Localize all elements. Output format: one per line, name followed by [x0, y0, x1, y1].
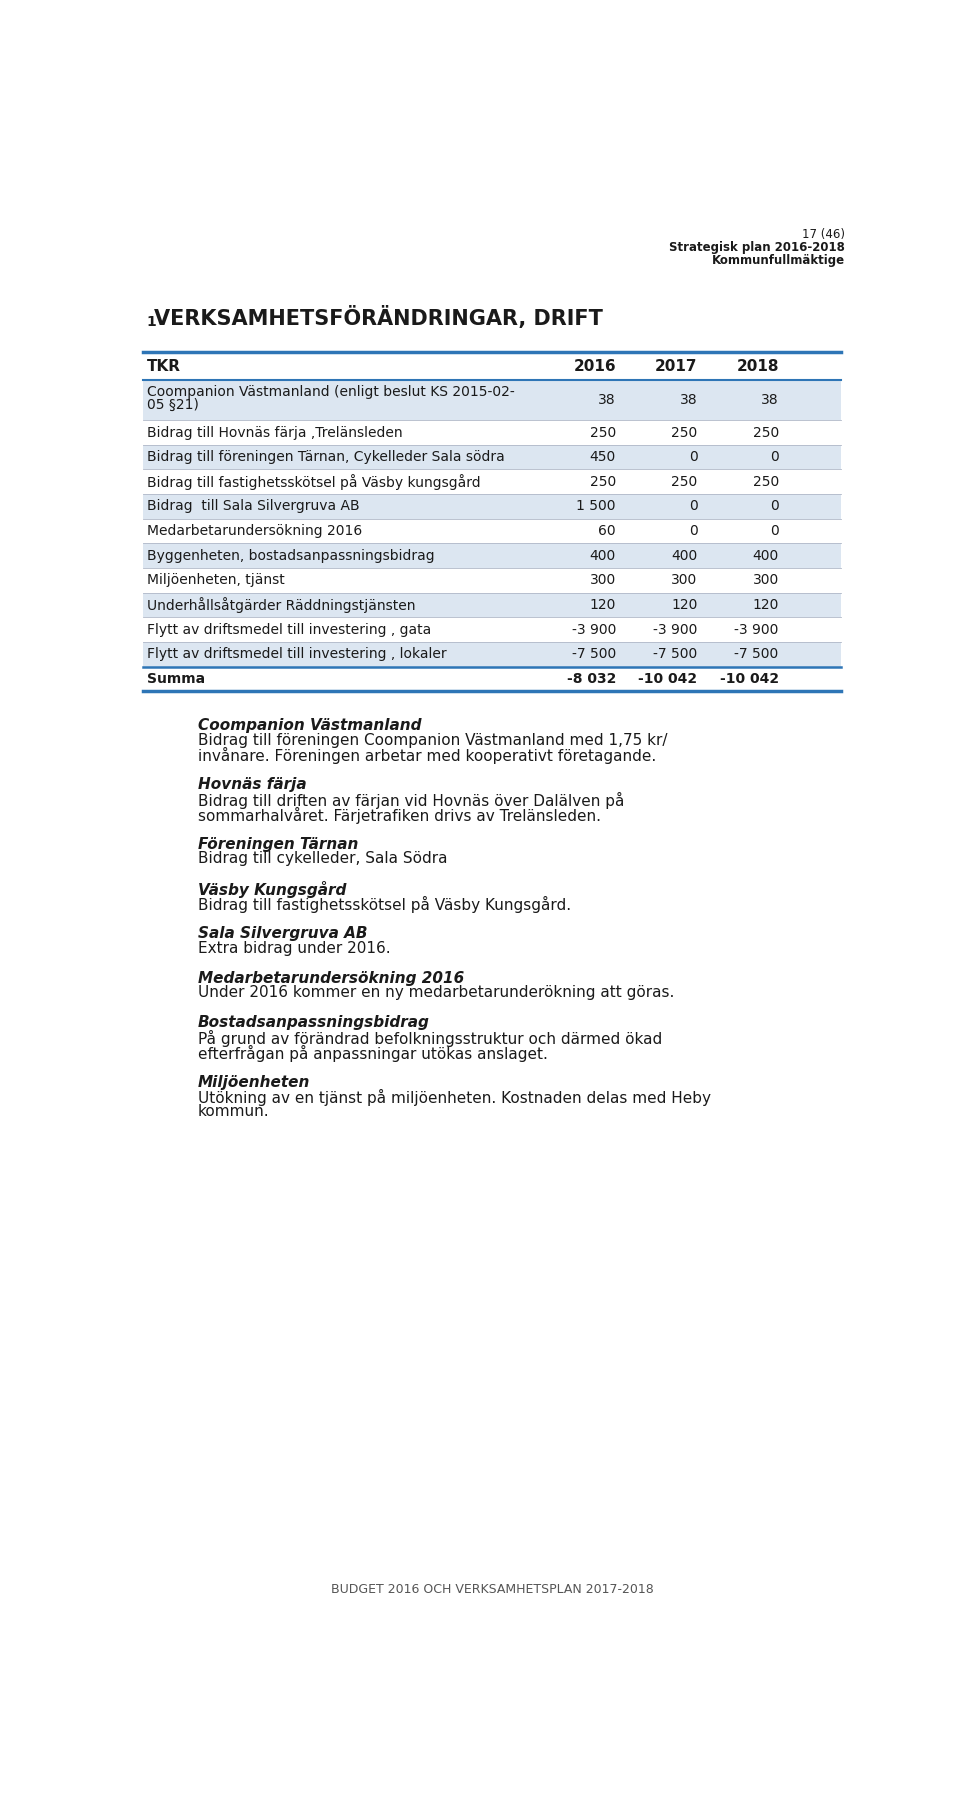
Bar — [143, 593, 841, 617]
Bar — [143, 493, 841, 519]
Text: Extra bidrag under 2016.: Extra bidrag under 2016. — [198, 941, 390, 956]
Text: 0: 0 — [770, 524, 779, 539]
Text: Medarbetarundersökning 2016: Medarbetarundersökning 2016 — [147, 524, 362, 539]
Bar — [143, 568, 841, 593]
Text: 400: 400 — [671, 548, 697, 562]
Text: Coompanion Västmanland (enligt beslut KS 2015-02-: Coompanion Västmanland (enligt beslut KS… — [147, 385, 515, 399]
Text: Miljöenheten, tjänst: Miljöenheten, tjänst — [147, 573, 285, 588]
Text: Bidrag till fastighetsskötsel på Väsby Kungsgård.: Bidrag till fastighetsskötsel på Väsby K… — [198, 896, 570, 912]
Bar — [143, 421, 841, 444]
Text: 120: 120 — [671, 599, 697, 611]
Text: -10 042: -10 042 — [638, 671, 697, 686]
Text: 300: 300 — [753, 573, 779, 588]
Text: 2017: 2017 — [655, 359, 697, 374]
Text: Medarbetarundersökning 2016: Medarbetarundersökning 2016 — [198, 970, 464, 985]
Text: Sala Silvergruva AB: Sala Silvergruva AB — [198, 927, 367, 941]
Text: 250: 250 — [589, 426, 616, 439]
Text: Kommunfullmäktige: Kommunfullmäktige — [711, 254, 845, 267]
Text: TKR: TKR — [147, 359, 181, 374]
Text: -10 042: -10 042 — [720, 671, 779, 686]
Text: 60: 60 — [598, 524, 616, 539]
Text: 0: 0 — [688, 499, 697, 513]
Text: 250: 250 — [589, 475, 616, 488]
Text: Under 2016 kommer en ny medarbetarunderökning att göras.: Under 2016 kommer en ny medarbetarunderö… — [198, 985, 674, 1000]
Bar — [143, 444, 841, 470]
Text: Föreningen Tärnan: Föreningen Tärnan — [198, 836, 358, 853]
Text: kommun.: kommun. — [198, 1105, 269, 1119]
Text: Strategisk plan 2016-2018: Strategisk plan 2016-2018 — [669, 241, 845, 254]
Text: Bidrag till cykelleder, Sala Södra: Bidrag till cykelleder, Sala Södra — [198, 851, 447, 867]
Text: Bidrag  till Sala Silvergruva AB: Bidrag till Sala Silvergruva AB — [147, 499, 360, 513]
Bar — [143, 642, 841, 666]
Text: 38: 38 — [598, 394, 616, 406]
Text: 0: 0 — [688, 450, 697, 464]
Text: -3 900: -3 900 — [653, 622, 697, 637]
Text: 250: 250 — [671, 426, 697, 439]
Text: 300: 300 — [671, 573, 697, 588]
Bar — [143, 617, 841, 642]
Text: 400: 400 — [753, 548, 779, 562]
Text: 250: 250 — [671, 475, 697, 488]
Text: Bidrag till fastighetsskötsel på Väsby kungsgård: Bidrag till fastighetsskötsel på Väsby k… — [147, 473, 481, 490]
Text: invånare. Föreningen arbetar med kooperativt företagande.: invånare. Föreningen arbetar med koopera… — [198, 747, 656, 764]
Text: -3 900: -3 900 — [734, 622, 779, 637]
Text: Summa: Summa — [147, 671, 205, 686]
Text: 17 (46): 17 (46) — [802, 229, 845, 241]
Text: 0: 0 — [770, 499, 779, 513]
Bar — [143, 470, 841, 493]
Text: Väsby Kungsgård: Väsby Kungsgård — [198, 882, 346, 898]
Text: 38: 38 — [761, 394, 779, 406]
Bar — [143, 519, 841, 544]
Text: 450: 450 — [589, 450, 616, 464]
Text: Bidrag till driften av färjan vid Hovnäs över Dalälven på: Bidrag till driften av färjan vid Hovnäs… — [198, 793, 624, 809]
Text: 120: 120 — [753, 599, 779, 611]
Bar — [143, 381, 841, 421]
Text: 2016: 2016 — [573, 359, 616, 374]
Text: Hovnäs färja: Hovnäs färja — [198, 778, 306, 793]
Text: sommarhalvåret. Färjetrafiken drivs av Trelänsleden.: sommarhalvåret. Färjetrafiken drivs av T… — [198, 807, 601, 824]
Text: 1 500: 1 500 — [577, 499, 616, 513]
Text: -8 032: -8 032 — [566, 671, 616, 686]
Text: Bidrag till föreningen Tärnan, Cykelleder Sala södra: Bidrag till föreningen Tärnan, Cykellede… — [147, 450, 505, 464]
Text: 250: 250 — [753, 426, 779, 439]
Text: BUDGET 2016 OCH VERKSAMHETSPLAN 2017-2018: BUDGET 2016 OCH VERKSAMHETSPLAN 2017-201… — [330, 1584, 654, 1596]
Text: Bostadsanpassningsbidrag: Bostadsanpassningsbidrag — [198, 1016, 429, 1030]
Text: -7 500: -7 500 — [734, 648, 779, 662]
Text: Flytt av driftsmedel till investering , gata: Flytt av driftsmedel till investering , … — [147, 622, 431, 637]
Text: 120: 120 — [589, 599, 616, 611]
Text: 38: 38 — [680, 394, 697, 406]
Text: Underhållsåtgärder Räddningstjänsten: Underhållsåtgärder Räddningstjänsten — [147, 597, 416, 613]
Text: 0: 0 — [770, 450, 779, 464]
Text: 2018: 2018 — [736, 359, 779, 374]
Bar — [143, 666, 841, 691]
Text: -3 900: -3 900 — [571, 622, 616, 637]
Text: Utökning av en tjänst på miljöenheten. Kostnaden delas med Heby: Utökning av en tjänst på miljöenheten. K… — [198, 1090, 710, 1107]
Text: efterfrågan på anpassningar utökas anslaget.: efterfrågan på anpassningar utökas ansla… — [198, 1045, 547, 1061]
Text: 250: 250 — [753, 475, 779, 488]
Text: 300: 300 — [589, 573, 616, 588]
Text: 05 §21): 05 §21) — [147, 397, 199, 412]
Text: 400: 400 — [589, 548, 616, 562]
Text: På grund av förändrad befolkningsstruktur och därmed ökad: På grund av förändrad befolkningsstruktu… — [198, 1030, 661, 1047]
Text: 0: 0 — [688, 524, 697, 539]
Text: VERKSAMHETSFÖRÄNDRINGAR, DRIFT: VERKSAMHETSFÖRÄNDRINGAR, DRIFT — [155, 307, 603, 330]
Text: Miljöenheten: Miljöenheten — [198, 1074, 310, 1090]
Text: -7 500: -7 500 — [572, 648, 616, 662]
Text: Bidrag till Hovnäs färja ,Trelänsleden: Bidrag till Hovnäs färja ,Trelänsleden — [147, 426, 403, 439]
Text: Coompanion Västmanland: Coompanion Västmanland — [198, 718, 421, 733]
Text: -7 500: -7 500 — [653, 648, 697, 662]
Bar — [143, 544, 841, 568]
Text: Byggenheten, bostadsanpassningsbidrag: Byggenheten, bostadsanpassningsbidrag — [147, 548, 435, 562]
Text: 1: 1 — [146, 316, 156, 330]
Text: Flytt av driftsmedel till investering , lokaler: Flytt av driftsmedel till investering , … — [147, 648, 446, 662]
Text: Bidrag till föreningen Coompanion Västmanland med 1,75 kr/: Bidrag till föreningen Coompanion Västma… — [198, 733, 667, 747]
